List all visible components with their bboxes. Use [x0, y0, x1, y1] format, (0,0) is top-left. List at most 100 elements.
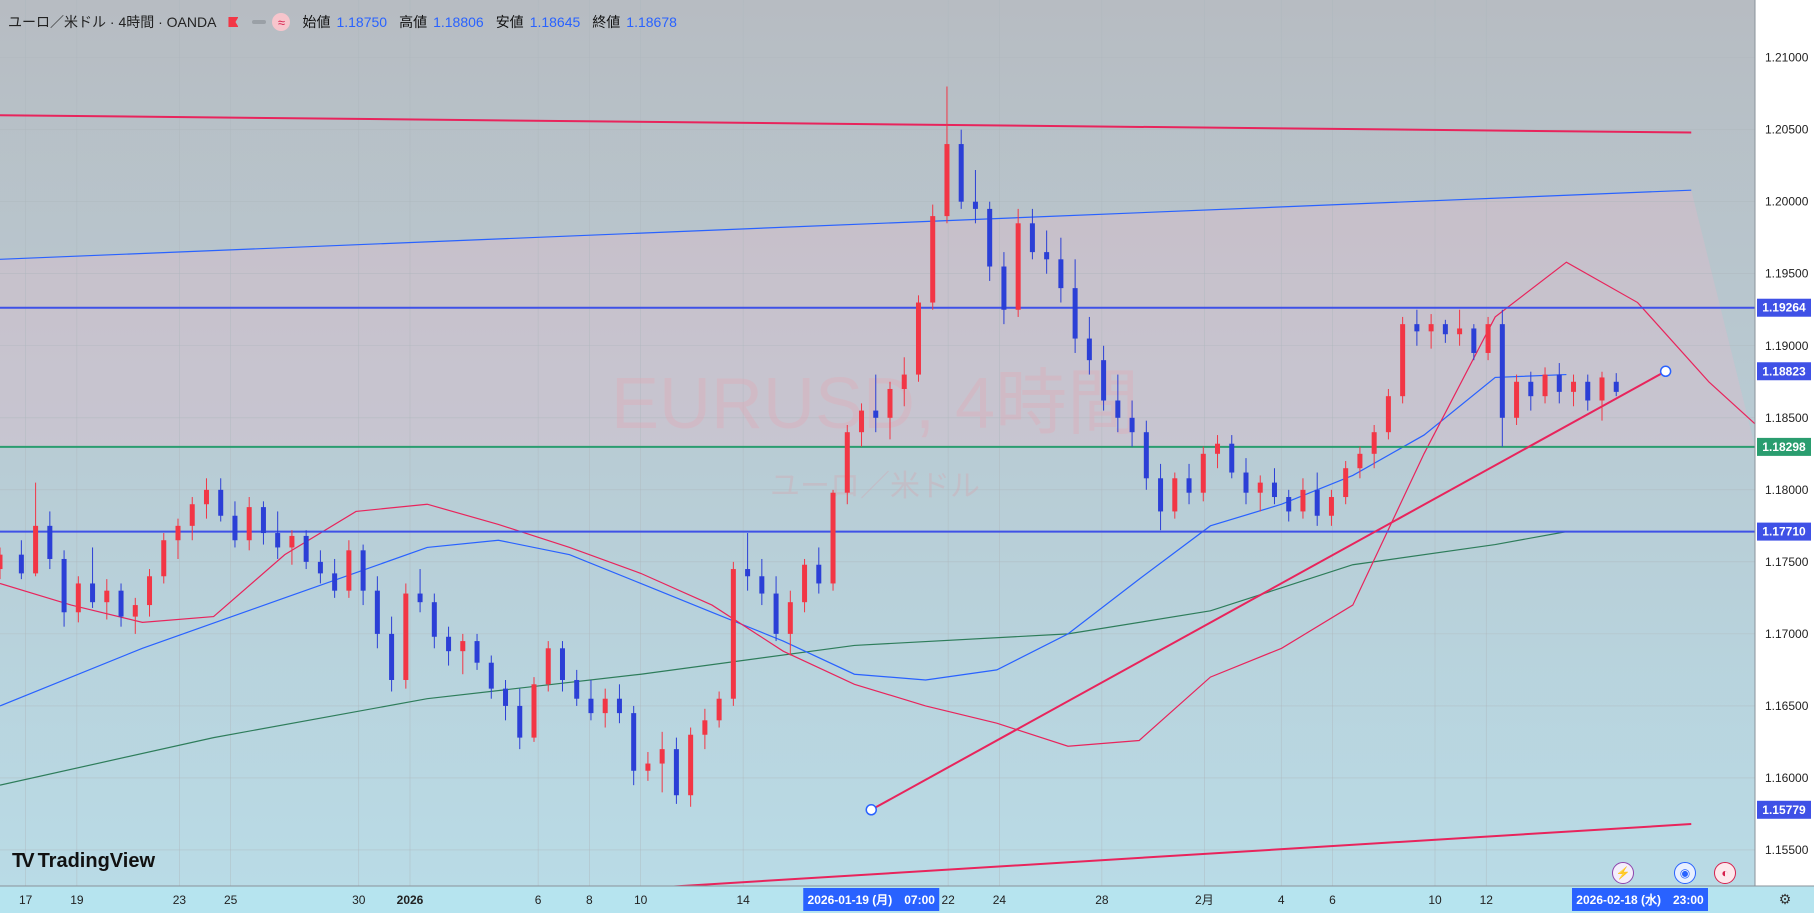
- candle-body: [716, 698, 722, 721]
- flag-icon[interactable]: [228, 17, 239, 27]
- candle-body: [1172, 478, 1178, 512]
- zone-band: [0, 190, 1755, 447]
- gear-icon[interactable]: ⚙: [1778, 890, 1792, 907]
- trend-line: [0, 189, 1692, 260]
- candle-body: [1129, 417, 1135, 433]
- price-tag-label: 1.19264: [1762, 301, 1806, 315]
- candle-body: [1343, 468, 1349, 498]
- price-tick-label: 1.17000: [1765, 627, 1809, 641]
- open-value: 1.18750: [336, 14, 388, 30]
- time-tick-label: 2026: [397, 893, 424, 907]
- candle-body: [1428, 324, 1434, 332]
- time-tick-label: 10: [634, 893, 648, 907]
- symbol-title[interactable]: ユーロ／米ドル · 4時間 · OANDA: [8, 14, 217, 30]
- high-label: 高値: [399, 14, 428, 30]
- time-tick-label: 17: [19, 893, 33, 907]
- price-tag: [1757, 362, 1811, 381]
- candle-body: [1072, 288, 1078, 339]
- candle-body: [616, 698, 622, 714]
- price-tick-label: 1.19500: [1765, 267, 1809, 281]
- candle-body: [389, 633, 395, 680]
- time-tick-label: 2月: [1195, 893, 1214, 907]
- lightning-icon[interactable]: ⚡: [1612, 862, 1634, 884]
- globe-icon[interactable]: ◉: [1674, 862, 1696, 884]
- price-tick-label: 1.15500: [1765, 843, 1809, 857]
- candle-body: [987, 208, 993, 267]
- collapse-icon[interactable]: [252, 20, 267, 24]
- price-tick-label: 1.18500: [1765, 411, 1809, 425]
- candle-body: [802, 564, 808, 603]
- candle-body: [1229, 443, 1235, 473]
- candle-body: [332, 573, 338, 591]
- time-tick-label: 4: [1278, 893, 1285, 907]
- candle-body: [1215, 443, 1221, 454]
- candle-body: [90, 583, 96, 603]
- candle-body: [1371, 432, 1377, 454]
- price-tick-label: 1.18000: [1765, 483, 1809, 497]
- candle-body: [360, 550, 366, 591]
- open-label: 始値: [302, 14, 331, 30]
- candle-body: [1613, 381, 1619, 392]
- candle-body: [1015, 223, 1021, 310]
- candle-body: [1286, 497, 1292, 512]
- tradingview-logo[interactable]: TV TradingView: [12, 850, 155, 873]
- candle-body: [688, 734, 694, 796]
- candle-body: [1328, 497, 1334, 516]
- candle-body: [75, 583, 81, 613]
- candle-body: [0, 554, 3, 570]
- candle-body: [1143, 432, 1149, 479]
- candle-body: [915, 302, 921, 375]
- candle-body: [944, 144, 950, 217]
- candle-body: [1556, 374, 1562, 392]
- candle-body: [346, 550, 352, 591]
- price-tag-label: 1.17710: [1762, 525, 1806, 539]
- price-tag: [1757, 522, 1811, 541]
- candle-body: [1271, 482, 1277, 498]
- time-tick-label: 10: [1428, 893, 1442, 907]
- candle-body: [161, 540, 167, 577]
- candle-body: [1471, 328, 1477, 353]
- price-tag: [1757, 437, 1811, 456]
- candle-body: [1442, 324, 1448, 335]
- candle-body: [488, 662, 494, 689]
- price-tick-label: 1.16000: [1765, 771, 1809, 785]
- candle-body: [1314, 489, 1320, 516]
- time-highlight-label: 2026-01-19 (月) 07:00: [808, 893, 936, 907]
- candle-body: [887, 388, 893, 418]
- candle-body: [18, 554, 24, 574]
- price-tick-label: 1.19000: [1765, 339, 1809, 353]
- candle-body: [232, 515, 238, 541]
- ma-fast-line: [0, 261, 1814, 747]
- candle-body: [531, 684, 537, 738]
- candle-body: [260, 507, 266, 534]
- candle-body: [403, 593, 409, 680]
- price-tick-label: 1.17500: [1765, 555, 1809, 569]
- candle-body: [1599, 377, 1605, 401]
- candle-body: [673, 749, 679, 796]
- price-tick-label: 1.20500: [1765, 123, 1809, 137]
- high-value: 1.18806: [433, 14, 484, 30]
- candle-body: [1115, 400, 1121, 418]
- candle-body: [901, 374, 907, 389]
- plot-background: [0, 0, 1755, 886]
- trend-handle: [1659, 365, 1672, 378]
- candle-body: [574, 679, 580, 699]
- low-label: 安値: [495, 14, 524, 30]
- candle-body: [830, 492, 836, 584]
- trend-line: [870, 370, 1667, 811]
- price-tag: [1757, 800, 1811, 819]
- close-label: 終値: [592, 14, 621, 30]
- candle-body: [1528, 381, 1534, 397]
- trend-line: [0, 114, 1692, 134]
- candle-body: [417, 593, 423, 603]
- logo-text: TradingView: [37, 850, 156, 872]
- candle-body: [474, 641, 480, 663]
- candle-body: [972, 201, 978, 209]
- price-tick-label: 1.16500: [1765, 699, 1809, 713]
- indicator-icon[interactable]: ≈: [272, 13, 291, 31]
- candle-body: [132, 605, 138, 617]
- flags-icon[interactable]: ◐: [1714, 862, 1736, 884]
- candle-body: [1243, 472, 1249, 493]
